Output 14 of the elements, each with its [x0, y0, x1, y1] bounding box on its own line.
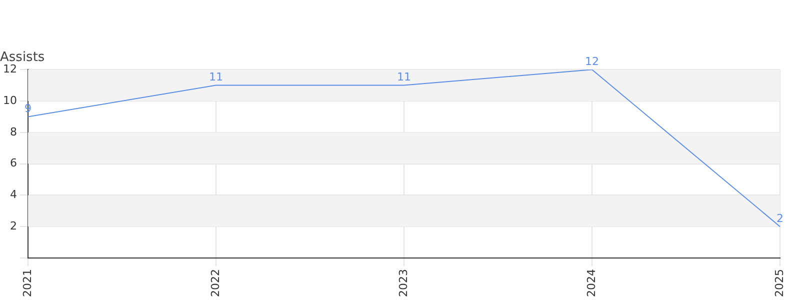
data-label: 12: [585, 54, 599, 68]
x-tick-label: 2021: [20, 269, 34, 298]
y-tick-label: 2: [10, 219, 17, 232]
data-label: 11: [397, 70, 411, 84]
x-tick-label: 2024: [584, 269, 598, 298]
x-tick-label: 2023: [396, 269, 410, 298]
data-label: 11: [209, 70, 223, 84]
y-tick-label: 8: [10, 125, 17, 138]
x-tick-label: 2025: [772, 269, 786, 298]
data-label: 2: [776, 212, 784, 225]
x-tick-label: 2022: [208, 269, 222, 298]
y-tick-label: 6: [10, 156, 17, 170]
y-tick-label: 10: [2, 94, 17, 107]
y-tick-label: 4: [10, 188, 17, 202]
